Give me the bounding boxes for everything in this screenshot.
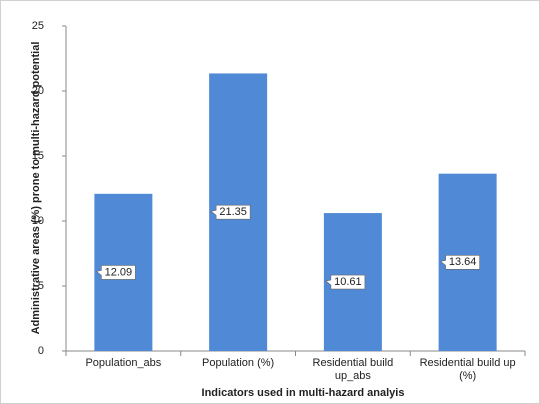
y-tick-label: 25 (32, 20, 44, 32)
data-label-box (439, 255, 480, 270)
y-tick-label: 10 (32, 215, 44, 227)
data-label: 10.61 (334, 276, 362, 288)
x-tick-label: Population (%) (202, 357, 275, 369)
y-tick-label: 15 (32, 150, 44, 162)
data-label: 12.09 (105, 266, 133, 278)
y-tick-label: 0 (38, 345, 44, 357)
data-label-box (325, 274, 366, 290)
x-tick-label: Residential build up (%) (419, 357, 516, 382)
data-label-box (95, 265, 136, 280)
data-label: 13.64 (449, 256, 477, 268)
y-tick-label: 20 (32, 85, 44, 97)
y-tick-label: 5 (38, 280, 44, 292)
x-axis-title: Indicators used in multi-hazard analyis (202, 387, 405, 399)
data-label-box (210, 204, 251, 220)
y-axis-title: Administrative areas (%) prone to multi-… (30, 42, 42, 335)
data-label: 21.35 (219, 206, 247, 218)
x-tick-label: Residential build up_abs (312, 357, 394, 382)
x-tick-label: Population_abs (85, 357, 162, 369)
